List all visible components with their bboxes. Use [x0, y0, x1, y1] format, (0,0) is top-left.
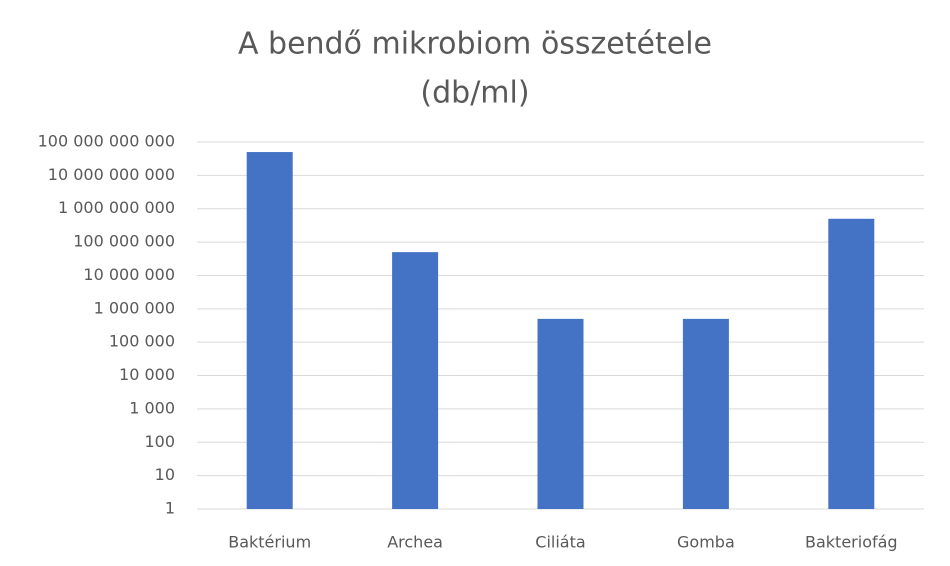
bar: [392, 252, 439, 509]
bar: [828, 218, 875, 509]
bar: [246, 152, 293, 509]
x-tick-label: Gomba: [677, 533, 735, 552]
chart-title: A bendő mikrobiom összetétele: [238, 27, 712, 62]
y-tick-label: 100: [144, 432, 175, 451]
y-tick-label: 10 000 000 000: [48, 165, 175, 184]
y-tick-label: 10 000: [119, 365, 175, 384]
y-tick-label: 10: [155, 465, 175, 484]
bar: [537, 318, 584, 509]
y-tick-label: 1 000: [129, 398, 175, 417]
bar: [682, 318, 729, 509]
x-tick-label: Bakteriofág: [805, 533, 898, 552]
y-tick-label: 1: [165, 499, 175, 518]
y-tick-label: 10 000 000: [83, 265, 175, 284]
x-tick-label: Ciliáta: [535, 533, 585, 552]
y-tick-label: 1 000 000 000: [58, 198, 175, 217]
y-tick-label: 1 000 000: [94, 298, 175, 317]
x-tick-label: Archea: [387, 533, 443, 552]
x-tick-label: Baktérium: [228, 533, 311, 552]
y-tick-label: 100 000: [109, 332, 175, 351]
y-tick-label: 100 000 000 000: [38, 132, 175, 151]
y-tick-label: 100 000 000: [73, 232, 175, 251]
chart-title: (db/ml): [420, 76, 529, 111]
